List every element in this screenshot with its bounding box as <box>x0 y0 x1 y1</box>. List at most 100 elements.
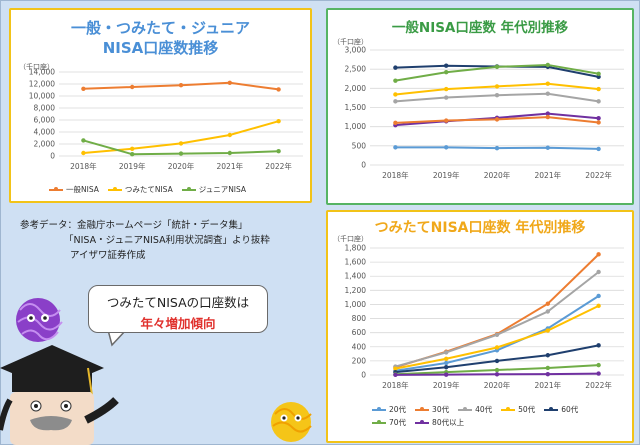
data-point <box>130 146 135 151</box>
y-tick-label: 2,500 <box>345 65 367 74</box>
legend-label: 20代 <box>389 405 407 414</box>
y-tick-label: 4,000 <box>34 128 56 137</box>
legend-swatch <box>415 420 430 424</box>
bubble-line1: つみたてNISAの口座数は <box>106 295 250 310</box>
chart-title-line1: 一般・つみたて・ジュニア <box>71 19 250 37</box>
x-tick-label: 2019年 <box>119 161 146 171</box>
x-tick-label: 2020年 <box>484 380 511 390</box>
legend-item: 50代 <box>501 403 535 416</box>
data-point <box>545 309 550 314</box>
data-point <box>545 114 550 120</box>
y-tick-label: 8,000 <box>34 104 56 113</box>
x-tick-label: 2018年 <box>382 170 409 180</box>
data-point <box>444 145 449 150</box>
y-tick-label: 1,000 <box>345 122 367 131</box>
data-point <box>596 86 601 92</box>
line-chart-general-age: 0 500 1,000 1,500 2,000 2,500 3,000 2018年 2019年 2… <box>345 46 624 180</box>
data-point <box>596 120 601 125</box>
x-tick-label: 2019年 <box>433 170 460 180</box>
data-point <box>444 70 449 75</box>
x-tick-label: 2021年 <box>535 170 562 180</box>
legend: 一般NISA つみたてNISA ジュニアNISA <box>49 183 255 196</box>
y-tick-label: 200 <box>352 356 367 365</box>
chart-panel-tsumitate-age: つみたてNISA口座数 年代別推移 （千口座） 0 200 400 600 800 1,0… <box>326 210 634 443</box>
legend-label: 60代 <box>561 405 579 414</box>
data-point <box>130 84 135 90</box>
data-point <box>596 371 601 376</box>
data-point <box>545 365 550 371</box>
x-tick-label: 2022年 <box>585 380 612 390</box>
data-point <box>393 372 398 378</box>
data-point <box>494 372 500 377</box>
legend: 20代 30代 40代 50代 60代 70代 80代以上 <box>372 403 602 429</box>
data-point <box>545 328 550 333</box>
data-point <box>227 150 232 156</box>
y-tick-label: 12,000 <box>29 80 55 89</box>
y-tick-label: 6,000 <box>34 116 56 125</box>
y-tick-label: 10,000 <box>29 92 55 101</box>
data-point <box>545 81 550 86</box>
professor-icon <box>0 345 119 445</box>
data-point <box>444 365 449 370</box>
data-point <box>545 371 550 377</box>
data-point <box>444 86 449 92</box>
data-point <box>393 92 398 97</box>
yellow-mascot-icon <box>271 402 312 442</box>
data-point <box>545 301 550 306</box>
data-point <box>596 362 601 368</box>
purple-mascot-icon <box>16 298 63 342</box>
data-point <box>596 252 601 257</box>
y-tick-label: 1,200 <box>345 286 367 295</box>
data-point <box>81 86 86 92</box>
legend-item: 60代 <box>544 403 578 416</box>
data-point <box>444 356 449 361</box>
data-point <box>393 120 398 126</box>
legend-item: 40代 <box>458 403 492 416</box>
data-point <box>596 74 601 80</box>
data-point <box>227 80 232 86</box>
y-tick-label: 2,000 <box>34 140 56 149</box>
x-tick-label: 2022年 <box>265 161 292 171</box>
speech-bubble: つみたてNISAの口座数は 年々増加傾向 <box>88 285 268 333</box>
data-point <box>596 146 601 152</box>
chart-title: 一般・つみたて・ジュニア NISA口座数推移 <box>11 18 310 58</box>
y-tick-label: 3,000 <box>345 46 367 55</box>
y-tick-label: 1,600 <box>345 258 367 267</box>
data-point <box>276 149 281 154</box>
legend-item: 80代以上 <box>415 416 464 429</box>
legend-item: 70代 <box>372 416 406 429</box>
legend-label: 40代 <box>475 405 493 414</box>
data-point <box>494 358 500 364</box>
legend-swatch <box>372 420 386 424</box>
reference-line3: アイザワ証券作成 <box>70 250 146 261</box>
data-point <box>494 345 500 350</box>
bubble-line2: 年々増加傾向 <box>140 316 216 331</box>
reference-line2: 「NISA・ジュニアNISA利用状況調査」より抜粋 <box>64 235 270 246</box>
data-point <box>81 150 86 156</box>
y-tick-label: 500 <box>352 141 367 150</box>
data-point <box>596 269 601 275</box>
data-point <box>178 83 184 88</box>
line-chart-tsumitate-age: 0 200 400 600 800 1,000 1,200 1,400 1,600 1,800 20… <box>345 244 624 390</box>
reference-line1: 参考データ：金融庁ホームページ「統計・データ集」 <box>20 220 248 231</box>
data-point <box>494 84 500 89</box>
legend-swatch <box>458 407 473 411</box>
y-tick-label: 1,400 <box>345 272 367 281</box>
data-point <box>178 151 184 156</box>
data-point <box>130 152 135 157</box>
y-unit-label: （千口座） <box>333 38 368 46</box>
data-point <box>545 62 550 68</box>
legend-swatch <box>544 407 559 411</box>
data-point <box>545 91 550 96</box>
reference-note: 参考データ：金融庁ホームページ「統計・データ集」 「NISA・ジュニアNISA利… <box>20 218 270 263</box>
data-point <box>81 138 86 143</box>
y-tick-label: 0 <box>361 161 366 170</box>
data-point <box>596 293 601 299</box>
legend-item: 30代 <box>415 403 449 416</box>
data-point <box>444 118 449 123</box>
data-point <box>494 145 500 151</box>
data-point <box>545 353 550 358</box>
x-tick-label: 2021年 <box>535 380 562 390</box>
data-point <box>596 303 601 309</box>
